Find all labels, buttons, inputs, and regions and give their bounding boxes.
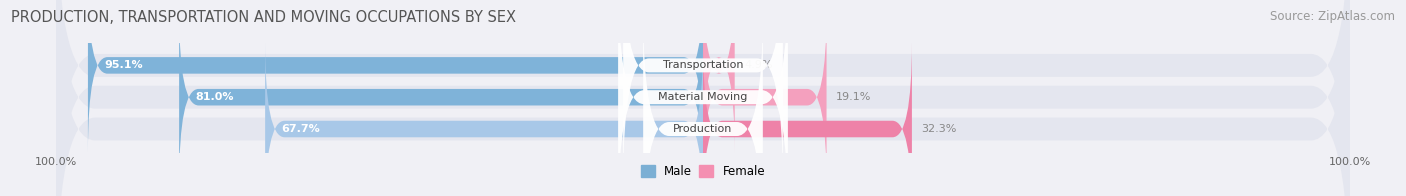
FancyBboxPatch shape <box>623 0 783 186</box>
Text: Material Moving: Material Moving <box>658 92 748 102</box>
Text: 81.0%: 81.0% <box>195 92 233 102</box>
FancyBboxPatch shape <box>56 0 1350 196</box>
FancyBboxPatch shape <box>643 9 763 196</box>
FancyBboxPatch shape <box>703 42 912 196</box>
Legend: Male, Female: Male, Female <box>641 165 765 178</box>
Text: Transportation: Transportation <box>662 60 744 70</box>
Text: Production: Production <box>673 124 733 134</box>
Text: 4.9%: 4.9% <box>744 60 773 70</box>
Text: PRODUCTION, TRANSPORTATION AND MOVING OCCUPATIONS BY SEX: PRODUCTION, TRANSPORTATION AND MOVING OC… <box>11 10 516 25</box>
FancyBboxPatch shape <box>89 0 703 152</box>
FancyBboxPatch shape <box>56 0 1350 196</box>
Text: 32.3%: 32.3% <box>921 124 957 134</box>
FancyBboxPatch shape <box>56 0 1350 196</box>
FancyBboxPatch shape <box>266 42 703 196</box>
Text: 19.1%: 19.1% <box>837 92 872 102</box>
FancyBboxPatch shape <box>179 10 703 184</box>
FancyBboxPatch shape <box>703 0 735 152</box>
Text: 67.7%: 67.7% <box>281 124 321 134</box>
FancyBboxPatch shape <box>703 10 827 184</box>
Text: 95.1%: 95.1% <box>104 60 143 70</box>
Text: Source: ZipAtlas.com: Source: ZipAtlas.com <box>1270 10 1395 23</box>
FancyBboxPatch shape <box>619 0 787 196</box>
